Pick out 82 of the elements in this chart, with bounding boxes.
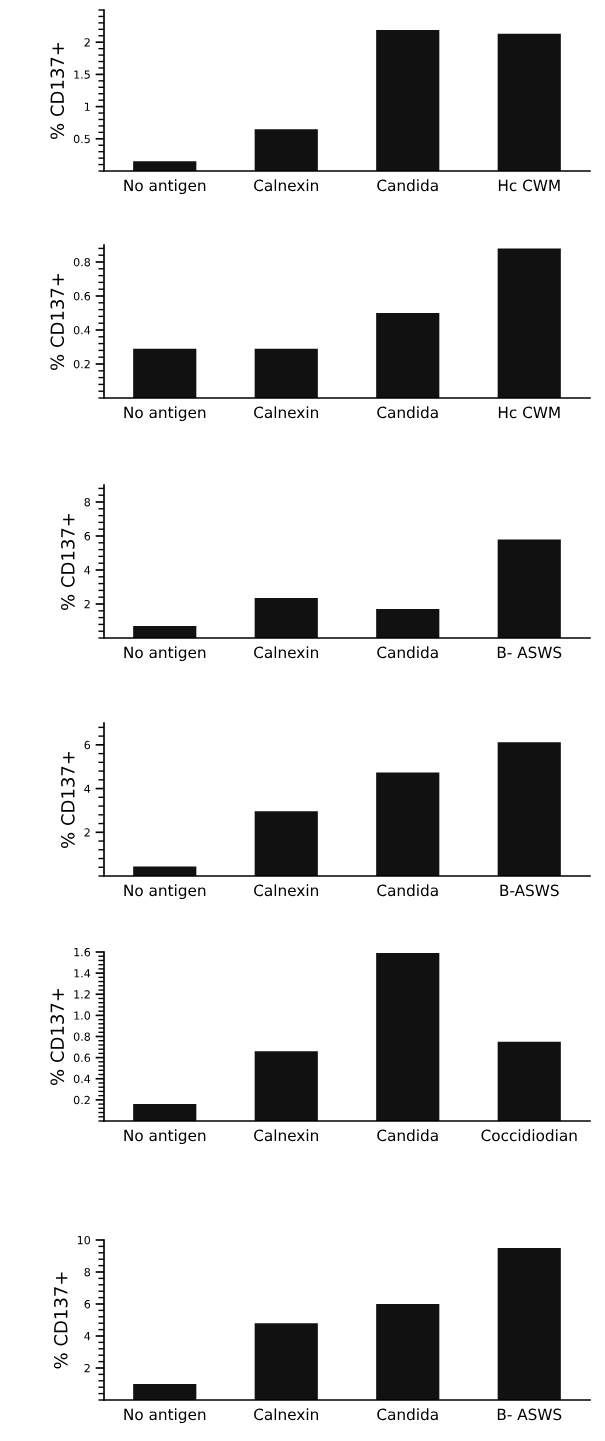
y-tick-label: 4 xyxy=(84,784,91,793)
y-tick-label: 2 xyxy=(84,828,90,837)
bar xyxy=(376,772,440,876)
y-tick-label: 4 xyxy=(84,1332,91,1341)
x-tick-label: B-ASWS xyxy=(500,884,559,897)
y-tick-label: 6 xyxy=(84,740,91,750)
y-tick-label: 6 xyxy=(84,1299,91,1309)
x-tick-label: Calnexin xyxy=(254,884,318,897)
x-tick-label: B- ASWS xyxy=(497,646,562,659)
y-tick-label: 1.0 xyxy=(74,1011,91,1020)
x-tick-label: Calnexin xyxy=(254,1408,318,1421)
y-axis-title: % CD137+ xyxy=(50,273,65,370)
bar xyxy=(133,161,197,171)
y-tick-label: 0.8 xyxy=(73,1032,91,1041)
x-tick-label: Candida xyxy=(377,406,438,419)
y-tick-label: 0.4 xyxy=(73,1074,91,1084)
y-tick-label: 0.5 xyxy=(73,134,90,144)
y-tick-label: 1.6 xyxy=(74,947,91,957)
bar xyxy=(254,1051,318,1121)
x-tick-label: Candida xyxy=(377,1129,438,1142)
y-tick-label: 1 xyxy=(84,102,90,111)
y-axis-title: % CD137+ xyxy=(61,751,75,848)
bar xyxy=(497,539,561,638)
y-axis-title: % CD137+ xyxy=(50,988,65,1085)
bar xyxy=(254,348,318,398)
bar xyxy=(376,1304,440,1400)
x-tick-label: B- ASWS xyxy=(497,1408,562,1421)
bar xyxy=(133,626,197,638)
bar xyxy=(133,1104,197,1121)
x-tick-label: Hc CWM xyxy=(498,406,560,419)
y-tick-label: 0.4 xyxy=(73,325,91,335)
bar xyxy=(133,1384,197,1400)
y-axis-title: % CD137+ xyxy=(61,513,75,610)
y-tick-label: 8 xyxy=(84,1267,91,1277)
x-tick-label: Coccidiodian xyxy=(481,1129,577,1142)
bar xyxy=(376,313,440,398)
x-tick-label: Candida xyxy=(377,179,438,192)
x-tick-label: No antigen xyxy=(124,179,206,195)
bar xyxy=(254,597,318,638)
x-tick-label: No antigen xyxy=(124,884,206,900)
y-tick-label: 2 xyxy=(84,38,90,47)
x-tick-label: Hc CWM xyxy=(498,179,560,192)
bar xyxy=(497,1248,561,1400)
y-axis-title: % CD137+ xyxy=(50,42,65,139)
x-tick-label: No antigen xyxy=(124,1408,206,1424)
x-tick-label: Calnexin xyxy=(254,646,318,659)
bar xyxy=(376,29,440,171)
y-axis-title: % CD137+ xyxy=(53,1272,68,1369)
y-tick-label: 0.6 xyxy=(73,1053,91,1062)
x-tick-label: Calnexin xyxy=(254,406,318,419)
y-tick-label: 2 xyxy=(84,1363,90,1373)
x-tick-label: No antigen xyxy=(124,1129,206,1145)
bar xyxy=(497,1041,561,1121)
y-tick-label: 8 xyxy=(84,497,91,507)
bar xyxy=(133,866,197,876)
y-tick-label: 6 xyxy=(84,531,91,541)
bar xyxy=(497,742,561,876)
bar xyxy=(133,348,197,398)
y-tick-label: 0.2 xyxy=(73,1095,90,1105)
y-tick-label: 0.2 xyxy=(73,359,90,369)
x-tick-label: Calnexin xyxy=(254,1129,318,1142)
x-tick-label: Calnexin xyxy=(254,179,318,192)
y-tick-label: 2 xyxy=(84,599,90,609)
bar xyxy=(497,33,561,171)
bar xyxy=(254,129,318,171)
y-tick-label: 1.2 xyxy=(74,990,90,999)
bar xyxy=(376,609,440,638)
x-tick-label: No antigen xyxy=(124,646,206,662)
bar xyxy=(254,811,318,876)
y-tick-label: 0.6 xyxy=(73,291,91,301)
y-tick-label: 0.8 xyxy=(73,257,91,267)
x-tick-label: Candida xyxy=(377,646,438,659)
x-tick-label: Candida xyxy=(377,1408,438,1421)
bar xyxy=(254,1323,318,1400)
y-tick-label: 10 xyxy=(77,1235,91,1245)
y-tick-label: 1.5 xyxy=(74,70,90,79)
bar xyxy=(497,248,561,398)
x-tick-label: No antigen xyxy=(124,406,206,422)
bar xyxy=(376,953,440,1121)
x-tick-label: Candida xyxy=(377,884,438,897)
y-tick-label: 1.4 xyxy=(74,969,91,978)
y-tick-label: 4 xyxy=(84,566,91,575)
